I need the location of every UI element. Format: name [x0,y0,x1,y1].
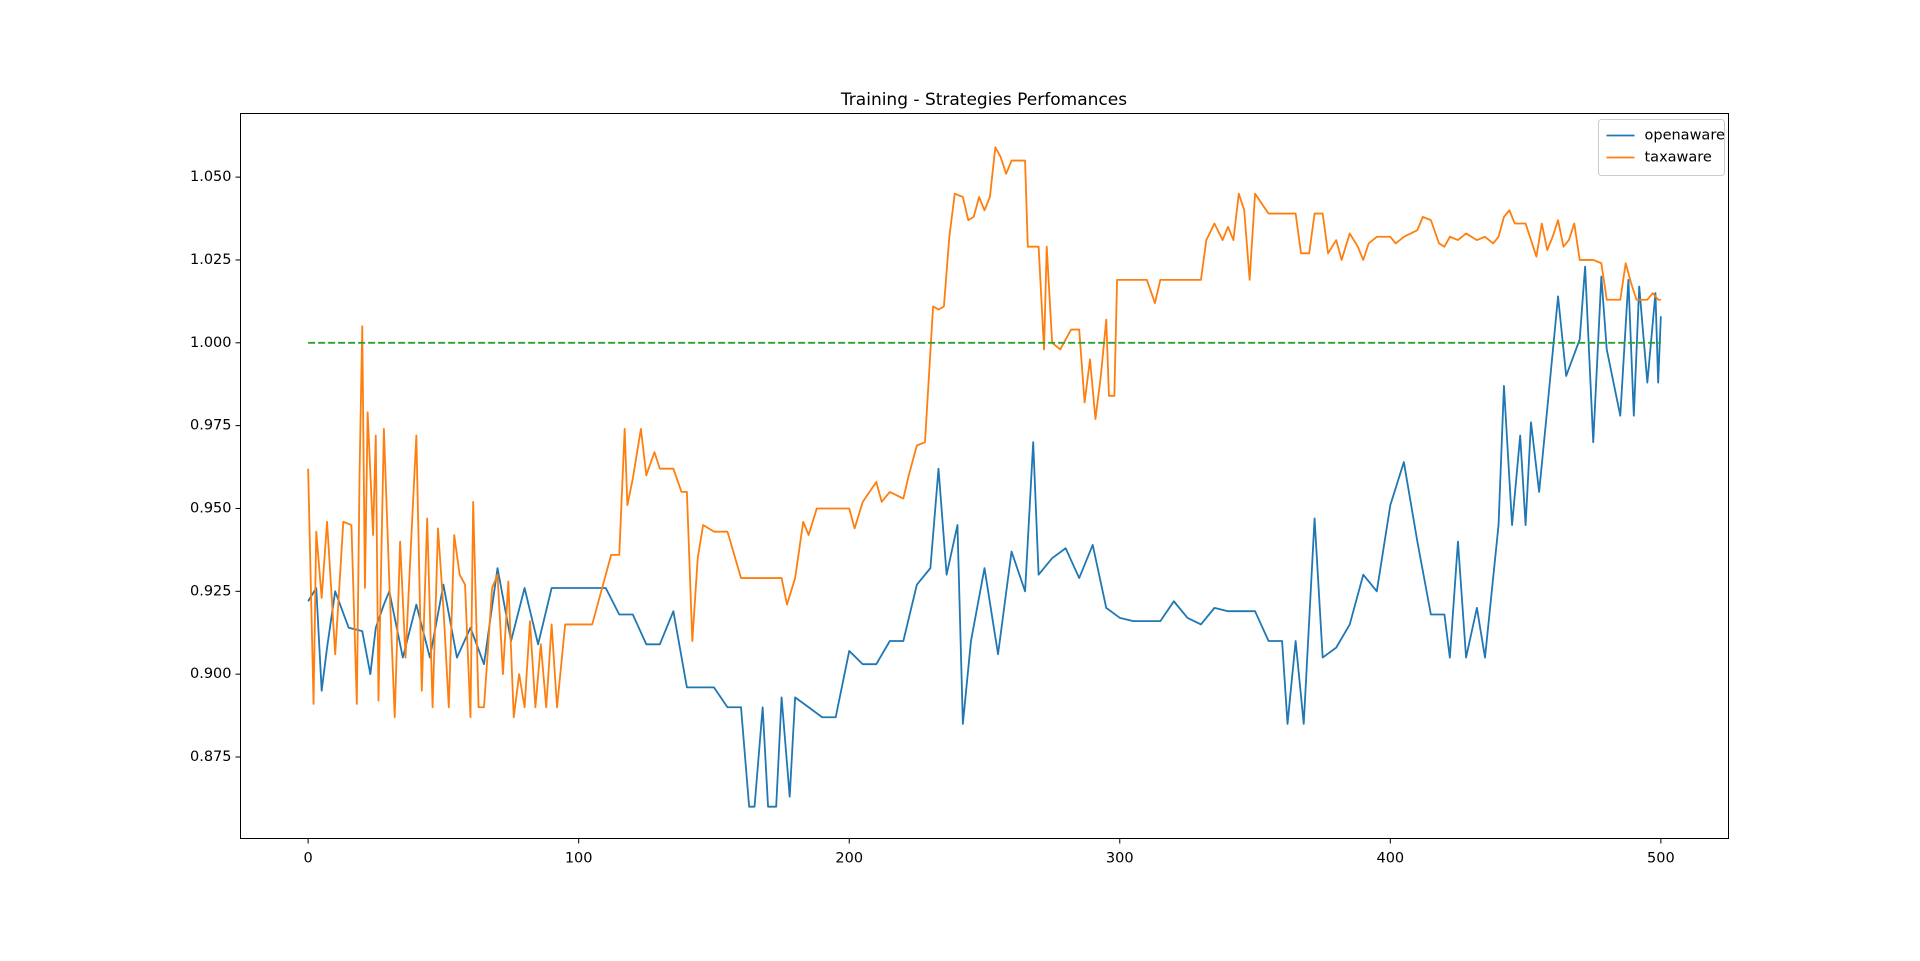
legend-label: taxaware [1645,150,1712,166]
y-tick-label: 1.000 [190,335,232,351]
y-tick-label: 0.875 [190,749,232,765]
y-tick-label: 1.025 [190,252,232,268]
legend-box [1598,119,1725,176]
axes-frame [240,113,1729,839]
x-tick-label: 0 [304,851,313,867]
chart-title: Training - Strategies Perfomances [840,90,1127,110]
y-tick-label: 0.900 [190,666,232,682]
series-line [307,146,1661,719]
plot-area [307,146,1662,808]
y-tick-label: 1.050 [190,169,232,185]
x-tick-label: 500 [1647,851,1675,867]
x-tick-label: 200 [835,851,863,867]
y-tick-label: 0.950 [190,500,232,516]
x-tick-label: 300 [1106,851,1134,867]
legend-label: openaware [1645,128,1725,144]
y-tick-label: 0.925 [190,583,232,599]
x-tick-label: 100 [565,851,593,867]
x-tick-label: 400 [1376,851,1404,867]
series-line [307,265,1662,808]
y-tick-label: 0.975 [190,418,232,434]
